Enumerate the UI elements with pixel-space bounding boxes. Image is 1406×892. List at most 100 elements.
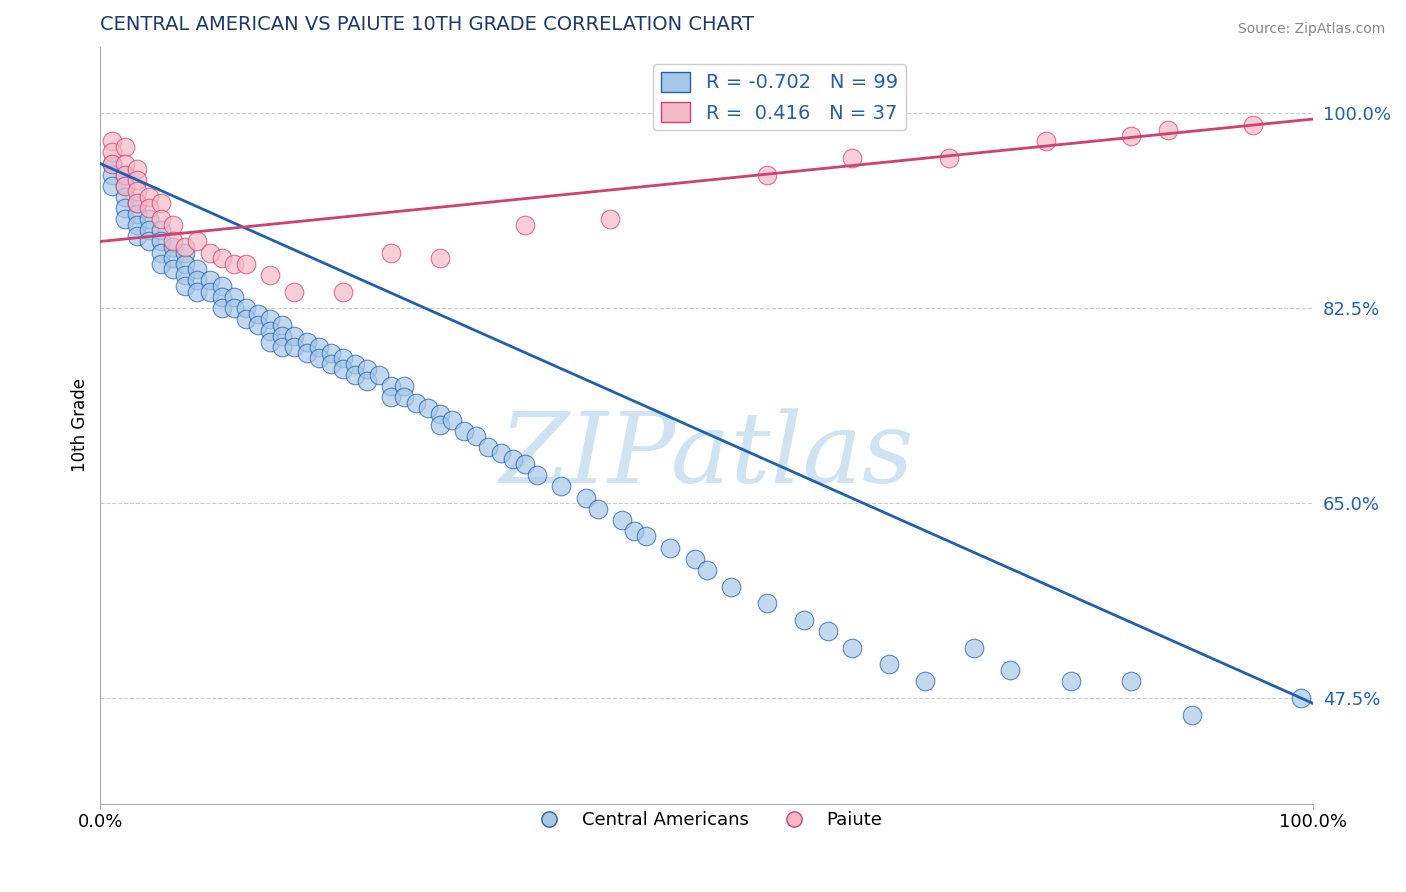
Point: [138, 201, 160, 215]
Point: [162, 235, 184, 249]
Point: [380, 245, 402, 260]
Point: [308, 340, 330, 354]
Point: [756, 596, 779, 610]
Point: [114, 140, 136, 154]
Point: [914, 674, 936, 689]
Point: [380, 379, 402, 393]
Point: [186, 285, 208, 299]
Point: [308, 351, 330, 366]
Point: [101, 145, 124, 160]
Point: [114, 168, 136, 182]
Text: CENTRAL AMERICAN VS PAIUTE 10TH GRADE CORRELATION CHART: CENTRAL AMERICAN VS PAIUTE 10TH GRADE CO…: [100, 15, 755, 34]
Point: [429, 407, 451, 421]
Point: [489, 446, 512, 460]
Point: [162, 262, 184, 277]
Point: [283, 329, 305, 343]
Point: [477, 441, 499, 455]
Point: [465, 429, 488, 443]
Point: [441, 412, 464, 426]
Point: [198, 273, 221, 287]
Point: [1181, 707, 1204, 722]
Point: [271, 329, 294, 343]
Point: [513, 457, 536, 471]
Point: [259, 334, 281, 349]
Point: [211, 290, 233, 304]
Point: [938, 151, 960, 165]
Point: [235, 257, 257, 271]
Point: [259, 312, 281, 326]
Point: [720, 580, 742, 594]
Point: [138, 223, 160, 237]
Point: [1289, 690, 1312, 705]
Point: [368, 368, 391, 382]
Point: [222, 290, 245, 304]
Point: [174, 279, 197, 293]
Point: [271, 318, 294, 332]
Point: [125, 162, 148, 177]
Point: [502, 451, 524, 466]
Point: [841, 151, 863, 165]
Point: [344, 368, 367, 382]
Point: [877, 657, 900, 672]
Point: [150, 245, 173, 260]
Point: [356, 374, 378, 388]
Point: [138, 235, 160, 249]
Point: [174, 268, 197, 282]
Point: [380, 390, 402, 404]
Point: [114, 168, 136, 182]
Point: [574, 491, 596, 505]
Point: [696, 563, 718, 577]
Point: [392, 390, 415, 404]
Point: [283, 340, 305, 354]
Point: [150, 257, 173, 271]
Point: [162, 240, 184, 254]
Point: [453, 424, 475, 438]
Point: [841, 640, 863, 655]
Point: [150, 212, 173, 227]
Point: [1241, 118, 1264, 132]
Point: [114, 156, 136, 170]
Point: [125, 185, 148, 199]
Point: [659, 541, 682, 555]
Point: [101, 178, 124, 193]
Point: [526, 468, 548, 483]
Point: [114, 178, 136, 193]
Point: [138, 190, 160, 204]
Point: [174, 245, 197, 260]
Point: [513, 218, 536, 232]
Point: [283, 285, 305, 299]
Point: [222, 257, 245, 271]
Point: [586, 501, 609, 516]
Point: [198, 285, 221, 299]
Legend: Central Americans, Paiute: Central Americans, Paiute: [524, 804, 890, 837]
Point: [416, 401, 439, 416]
Point: [186, 235, 208, 249]
Point: [756, 168, 779, 182]
Point: [1121, 128, 1143, 143]
Point: [550, 479, 572, 493]
Point: [101, 168, 124, 182]
Point: [150, 223, 173, 237]
Point: [101, 156, 124, 170]
Point: [247, 307, 270, 321]
Point: [174, 240, 197, 254]
Point: [1060, 674, 1083, 689]
Point: [259, 268, 281, 282]
Point: [998, 663, 1021, 677]
Point: [125, 218, 148, 232]
Point: [114, 190, 136, 204]
Point: [332, 351, 354, 366]
Point: [356, 362, 378, 376]
Point: [125, 195, 148, 210]
Point: [332, 362, 354, 376]
Point: [405, 396, 427, 410]
Point: [793, 613, 815, 627]
Text: Source: ZipAtlas.com: Source: ZipAtlas.com: [1237, 22, 1385, 37]
Point: [1157, 123, 1180, 137]
Point: [295, 346, 318, 360]
Point: [222, 301, 245, 316]
Point: [817, 624, 839, 639]
Point: [114, 201, 136, 215]
Point: [211, 279, 233, 293]
Point: [162, 251, 184, 265]
